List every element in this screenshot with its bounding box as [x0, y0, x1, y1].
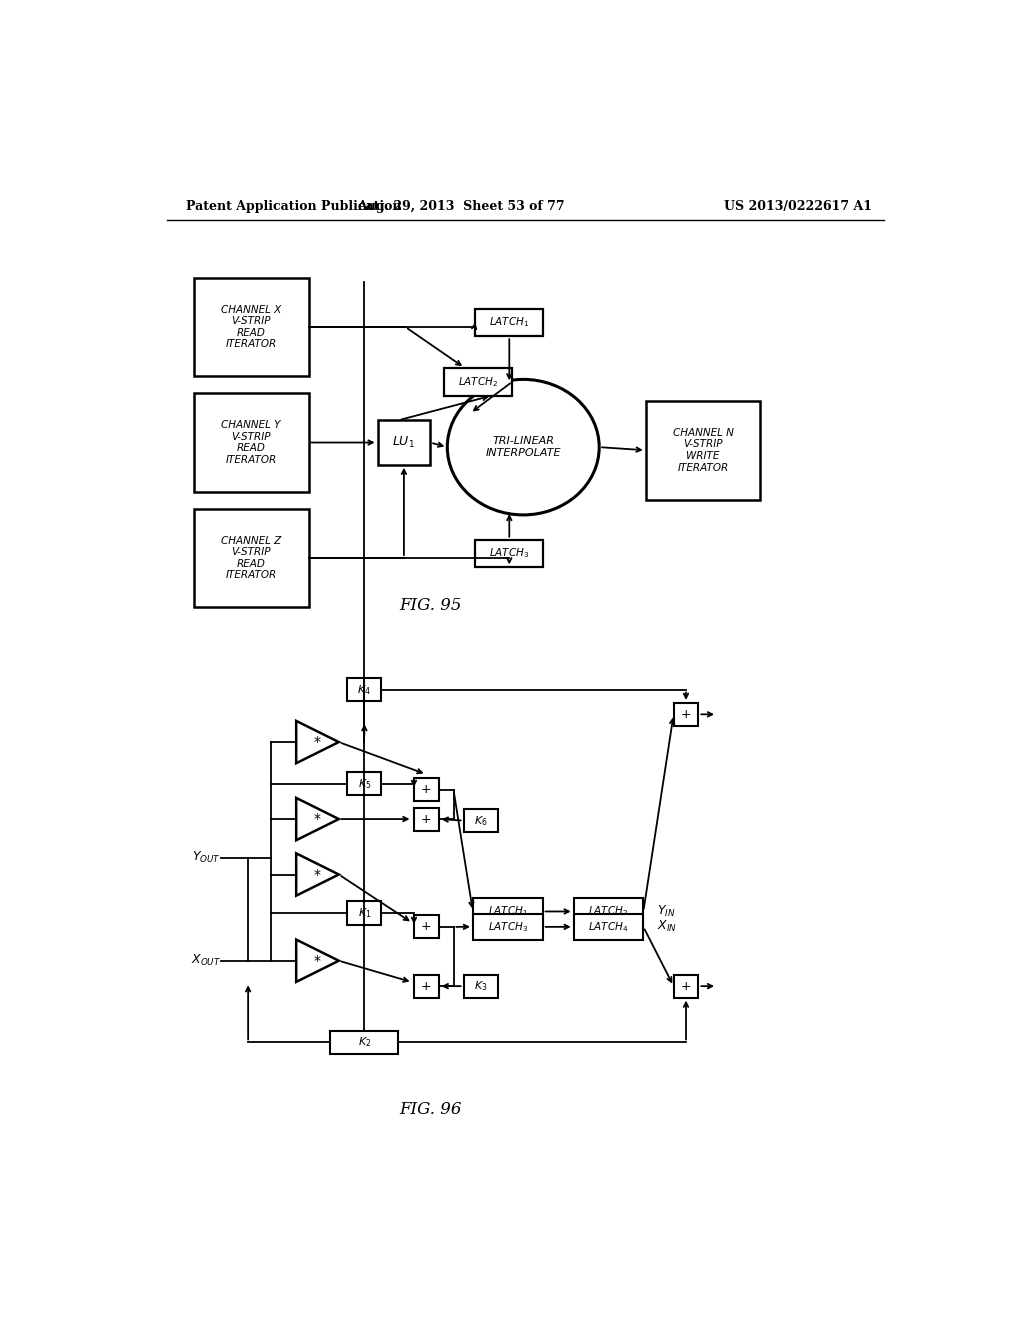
Text: +: +: [421, 783, 432, 796]
Text: +: +: [421, 979, 432, 993]
Bar: [475, 309, 544, 337]
Text: $K_6$: $K_6$: [474, 813, 487, 828]
Text: TRI-LINEAR
INTERPOLATE: TRI-LINEAR INTERPOLATE: [485, 437, 561, 458]
Text: +: +: [681, 708, 691, 721]
Polygon shape: [296, 940, 339, 982]
Bar: [646, 401, 761, 499]
Text: $LATCH_3$: $LATCH_3$: [487, 920, 528, 933]
Text: +: +: [681, 979, 691, 993]
Text: *: *: [314, 735, 321, 748]
Bar: [473, 899, 543, 924]
Bar: [194, 277, 308, 376]
Text: $Y_{OUT}$: $Y_{OUT}$: [193, 850, 221, 865]
Ellipse shape: [447, 379, 599, 515]
Text: $LATCH_4$: $LATCH_4$: [588, 920, 629, 933]
Bar: [194, 508, 308, 607]
Bar: [464, 974, 498, 998]
Bar: [194, 393, 308, 492]
Text: Patent Application Publication: Patent Application Publication: [186, 199, 401, 213]
Text: *: *: [314, 812, 321, 826]
Bar: [414, 808, 438, 830]
Text: $LATCH_1$: $LATCH_1$: [489, 315, 529, 329]
Text: $Y_{IN}$: $Y_{IN}$: [657, 904, 676, 919]
Text: CHANNEL N
V-STRIP
WRITE
ITERATOR: CHANNEL N V-STRIP WRITE ITERATOR: [673, 428, 733, 473]
Text: $LU_1$: $LU_1$: [392, 436, 416, 450]
Text: $K_3$: $K_3$: [474, 979, 487, 993]
Bar: [573, 913, 643, 940]
Text: FIG. 96: FIG. 96: [399, 1101, 462, 1118]
Text: *: *: [314, 954, 321, 968]
Bar: [414, 779, 438, 801]
Text: CHANNEL X
V-STRIP
READ
ITERATOR: CHANNEL X V-STRIP READ ITERATOR: [221, 305, 282, 350]
Text: FIG. 95: FIG. 95: [399, 597, 462, 614]
Text: Aug. 29, 2013  Sheet 53 of 77: Aug. 29, 2013 Sheet 53 of 77: [357, 199, 565, 213]
Polygon shape: [296, 797, 339, 841]
Bar: [347, 678, 381, 701]
Bar: [414, 974, 438, 998]
Bar: [473, 913, 543, 940]
Text: $K_5$: $K_5$: [357, 776, 371, 791]
Bar: [347, 772, 381, 795]
Bar: [573, 899, 643, 924]
Text: $X_{IN}$: $X_{IN}$: [657, 919, 677, 935]
Text: +: +: [421, 920, 432, 933]
Bar: [347, 902, 381, 924]
Bar: [331, 1031, 398, 1053]
Bar: [444, 368, 512, 396]
Text: $LATCH_2$: $LATCH_2$: [589, 904, 629, 919]
Bar: [414, 915, 438, 939]
Bar: [378, 420, 430, 465]
Text: $LATCH_3$: $LATCH_3$: [489, 546, 529, 560]
Text: $LATCH_1$: $LATCH_1$: [487, 904, 528, 919]
Text: CHANNEL Z
V-STRIP
READ
ITERATOR: CHANNEL Z V-STRIP READ ITERATOR: [221, 536, 282, 581]
Bar: [475, 540, 544, 568]
Text: US 2013/0222617 A1: US 2013/0222617 A1: [724, 199, 872, 213]
Text: +: +: [421, 813, 432, 825]
Text: $K_2$: $K_2$: [357, 1035, 371, 1049]
Bar: [674, 974, 698, 998]
Text: $K_4$: $K_4$: [357, 682, 372, 697]
Bar: [464, 809, 498, 832]
Text: $K_1$: $K_1$: [357, 906, 371, 920]
Bar: [674, 702, 698, 726]
Text: *: *: [314, 867, 321, 882]
Polygon shape: [296, 853, 339, 896]
Text: $LATCH_2$: $LATCH_2$: [459, 375, 499, 388]
Polygon shape: [296, 721, 339, 763]
Text: $X_{OUT}$: $X_{OUT}$: [190, 953, 221, 969]
Text: CHANNEL Y
V-STRIP
READ
ITERATOR: CHANNEL Y V-STRIP READ ITERATOR: [221, 420, 281, 465]
